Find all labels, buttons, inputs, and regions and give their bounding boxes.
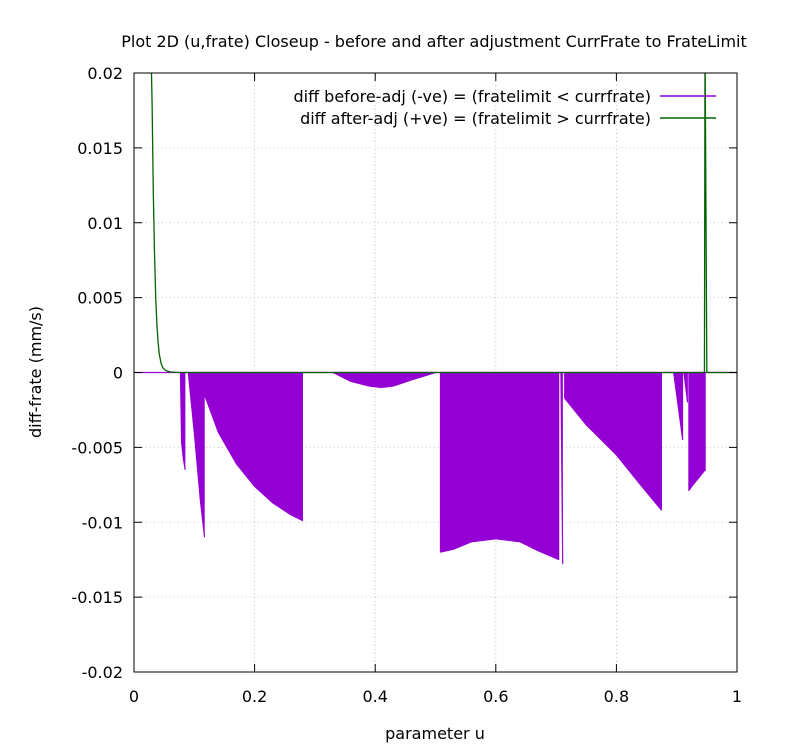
legend-label: diff after-adj (+ve) = (fratelimit > cur… <box>300 109 651 128</box>
x-tick-label: 0.2 <box>242 687 267 706</box>
y-tick-label: 0.01 <box>87 214 123 233</box>
before-adj-envelope <box>179 372 186 470</box>
before-adj-fill <box>564 372 662 511</box>
y-tick-label: 0.015 <box>77 139 123 158</box>
before-adj-region <box>564 372 663 511</box>
before-adj-envelope <box>688 469 707 492</box>
before-adj-envelope <box>187 372 206 538</box>
y-tick-label: 0.005 <box>77 289 123 308</box>
before-adj-fill <box>688 372 706 491</box>
plot-area <box>134 73 737 565</box>
y-tick-label: 0 <box>113 364 123 383</box>
chart-title: Plot 2D (u,frate) Closeup - before and a… <box>121 32 747 51</box>
x-axis-label: parameter u <box>385 724 485 743</box>
after-adj-line <box>150 73 737 374</box>
before-adj-fill <box>204 372 303 521</box>
before-adj-envelope <box>203 394 304 522</box>
before-adj-envelope <box>564 397 663 511</box>
before-adj-region <box>332 371 436 389</box>
before-adj-envelope <box>560 372 564 565</box>
before-adj-region <box>439 372 560 561</box>
x-tick-label: 0.6 <box>483 687 508 706</box>
y-axis-label: diff-frate (mm/s) <box>26 306 45 438</box>
y-tick-label: -0.02 <box>82 663 123 682</box>
x-tick-label: 0 <box>129 687 139 706</box>
before-adj-region <box>673 372 684 440</box>
y-tick-label: -0.01 <box>82 513 123 532</box>
before-adj-region <box>560 372 564 565</box>
axis-ticks: 0 0.2 0.4 0.6 0.8 1 0.02 0.015 0.01 0.005 0 -0.005 -… <box>71 64 742 706</box>
y-tick-label: -0.015 <box>71 588 123 607</box>
before-adj-envelope <box>332 371 436 389</box>
before-adj-region <box>187 372 206 538</box>
y-tick-label: 0.02 <box>87 64 123 83</box>
before-adj-envelope <box>673 372 684 440</box>
y-tick-label: -0.005 <box>71 438 123 457</box>
before-adj-fill <box>188 372 205 535</box>
legend-label: diff before-adj (-ve) = (fratelimit < cu… <box>293 87 651 106</box>
before-adj-envelope <box>440 538 560 561</box>
before-adj-region <box>203 372 304 522</box>
before-adj-fill <box>333 372 436 388</box>
x-tick-label: 0.4 <box>362 687 387 706</box>
legend: diff before-adj (-ve) = (fratelimit < cu… <box>293 87 716 128</box>
before-adj-region <box>688 372 707 492</box>
x-tick-label: 1 <box>732 687 742 706</box>
x-tick-label: 0.8 <box>604 687 629 706</box>
before-adj-envelope <box>683 372 689 403</box>
before-adj-region <box>179 372 186 470</box>
before-adj-fill <box>439 372 560 560</box>
before-adj-region <box>683 372 689 403</box>
